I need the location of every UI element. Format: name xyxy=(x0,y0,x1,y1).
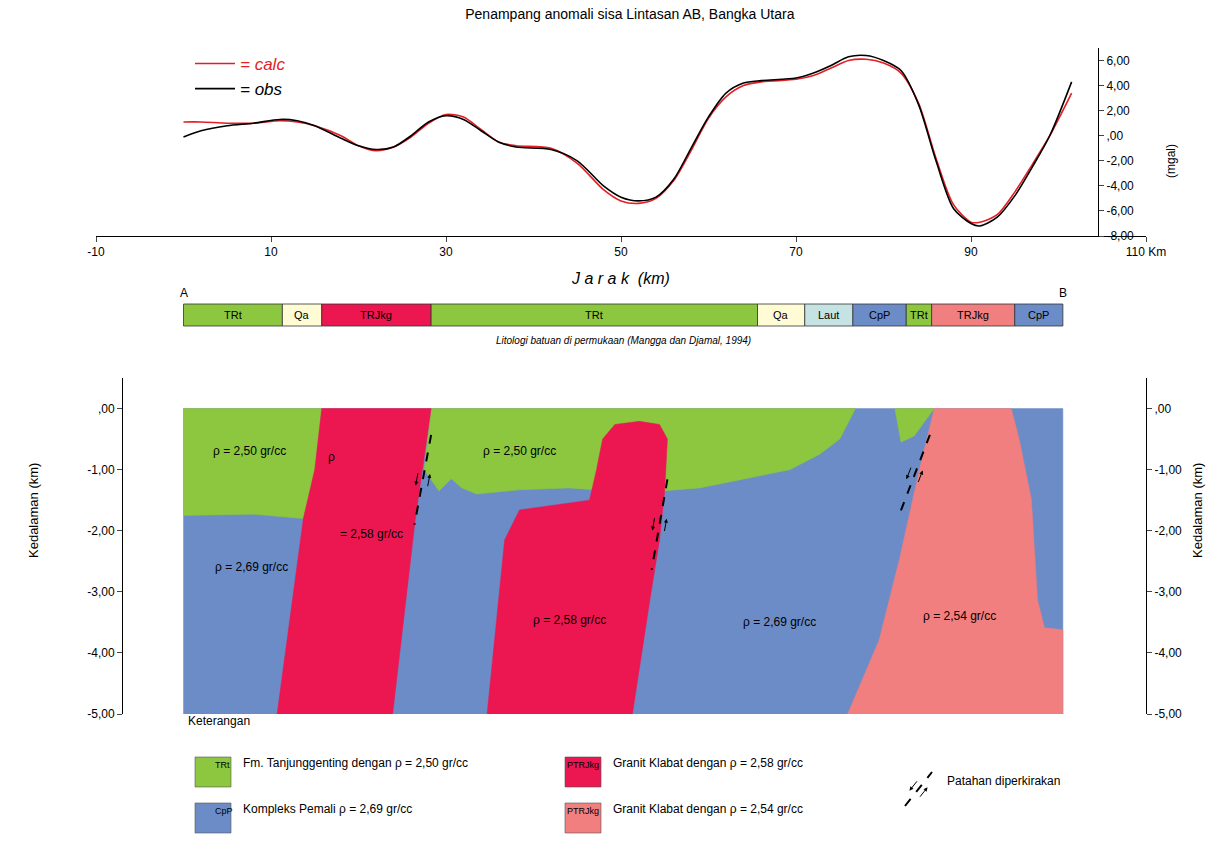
svg-text:= obs: = obs xyxy=(240,80,283,99)
svg-text:ρ: ρ xyxy=(328,450,335,464)
svg-text:TRt: TRt xyxy=(585,309,603,321)
svg-text:-5,00: -5,00 xyxy=(1154,707,1182,721)
svg-text:Granit Klabat dengan ρ = 2,58: Granit Klabat dengan ρ = 2,58 gr/cc xyxy=(613,756,803,770)
svg-text:Granit Klabat dengan ρ = 2,54: Granit Klabat dengan ρ = 2,54 gr/cc xyxy=(613,802,803,816)
svg-text:-6,00: -6,00 xyxy=(1106,204,1134,218)
svg-text:,00: ,00 xyxy=(1106,129,1123,143)
svg-text:= 2,58 gr/cc: = 2,58 gr/cc xyxy=(340,527,403,541)
svg-text:6,00: 6,00 xyxy=(1106,54,1130,68)
svg-text:-2,00: -2,00 xyxy=(1106,154,1134,168)
svg-text:-4,00: -4,00 xyxy=(87,646,115,660)
svg-text:-2,00: -2,00 xyxy=(87,524,115,538)
svg-text:-3,00: -3,00 xyxy=(87,585,115,599)
svg-text:CpP: CpP xyxy=(1028,309,1049,321)
svg-text:TRJkg: TRJkg xyxy=(957,309,989,321)
svg-text:TRJkg: TRJkg xyxy=(360,309,392,321)
svg-text:Laut: Laut xyxy=(818,309,839,321)
svg-text:Litologi batuan di permukaan (: Litologi batuan di permukaan (Mangga dan… xyxy=(496,335,751,346)
svg-text:CpP: CpP xyxy=(869,309,890,321)
svg-text:TRt: TRt xyxy=(224,309,242,321)
svg-text:ρ = 2,54 gr/cc: ρ = 2,54 gr/cc xyxy=(923,609,996,623)
svg-text:PTRJkg: PTRJkg xyxy=(567,806,599,816)
svg-text:-8,00: -8,00 xyxy=(1106,229,1134,243)
svg-text:ρ = 2,69 gr/cc: ρ = 2,69 gr/cc xyxy=(743,615,816,629)
svg-text:,00: ,00 xyxy=(1154,402,1171,416)
svg-text:50: 50 xyxy=(614,245,628,259)
svg-text:Fm. Tanjunggenting dengan ρ =: Fm. Tanjunggenting dengan ρ = 2,50 gr/cc xyxy=(243,756,468,770)
svg-text:110 Km: 110 Km xyxy=(1126,245,1166,259)
svg-text:10: 10 xyxy=(264,245,278,259)
svg-text:B: B xyxy=(1059,286,1067,300)
svg-text:Penampang anomali sisa Lintasa: Penampang anomali sisa Lintasan AB, Bang… xyxy=(465,6,794,22)
svg-text:,00: ,00 xyxy=(98,402,115,416)
svg-text:ρ = 2,69 gr/cc: ρ = 2,69 gr/cc xyxy=(215,560,288,574)
svg-text:-10: -10 xyxy=(87,245,105,259)
svg-text:4,00: 4,00 xyxy=(1106,79,1130,93)
svg-text:90: 90 xyxy=(964,245,978,259)
svg-text:-4,00: -4,00 xyxy=(1106,179,1134,193)
svg-text:Keterangan: Keterangan xyxy=(188,714,250,728)
svg-text:ρ = 2,58 gr/cc: ρ = 2,58 gr/cc xyxy=(533,613,606,627)
svg-text:CpP: CpP xyxy=(215,806,233,816)
svg-text:Patahan diperkirakan: Patahan diperkirakan xyxy=(947,774,1060,788)
svg-text:-4,00: -4,00 xyxy=(1154,646,1182,660)
svg-text:= calc: = calc xyxy=(240,55,285,74)
svg-text:-2,00: -2,00 xyxy=(1154,524,1182,538)
svg-text:-3,00: -3,00 xyxy=(1154,585,1182,599)
svg-text:J a r a k (km): J a r a k (km) xyxy=(571,270,670,287)
svg-text:(mgal): (mgal) xyxy=(1164,144,1178,178)
svg-text:-1,00: -1,00 xyxy=(1154,463,1182,477)
svg-text:Kedalaman (km): Kedalaman (km) xyxy=(26,463,41,558)
svg-text:2,00: 2,00 xyxy=(1106,104,1130,118)
svg-text:Qa: Qa xyxy=(773,309,789,321)
svg-text:-5,00: -5,00 xyxy=(87,707,115,721)
svg-text:ρ = 2,50 gr/cc: ρ = 2,50 gr/cc xyxy=(213,444,286,458)
svg-text:PTRJkg: PTRJkg xyxy=(567,760,599,770)
svg-text:TRt: TRt xyxy=(910,309,928,321)
svg-text:ρ = 2,50 gr/cc: ρ = 2,50 gr/cc xyxy=(483,444,556,458)
svg-text:Kedalaman (km): Kedalaman (km) xyxy=(1190,463,1205,558)
svg-text:30: 30 xyxy=(439,245,453,259)
svg-text:A: A xyxy=(180,286,188,300)
svg-text:-1,00: -1,00 xyxy=(87,463,115,477)
svg-text:70: 70 xyxy=(789,245,803,259)
svg-text:Qa: Qa xyxy=(294,309,310,321)
svg-text:Kompleks Pemali ρ = 2,69 gr/cc: Kompleks Pemali ρ = 2,69 gr/cc xyxy=(243,802,412,816)
svg-text:TRt: TRt xyxy=(215,760,230,770)
